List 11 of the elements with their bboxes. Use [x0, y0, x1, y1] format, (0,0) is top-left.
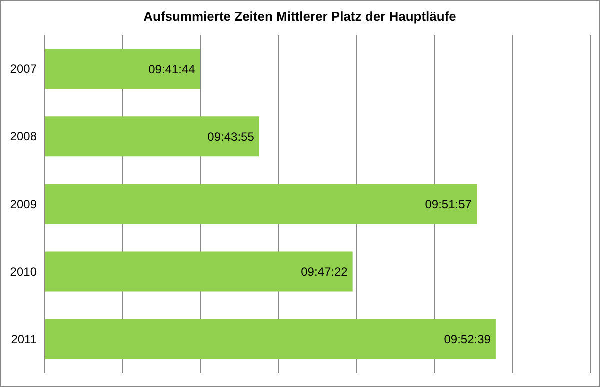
data-label: 09:51:57	[425, 197, 472, 212]
y-tick-label: 2009	[10, 197, 38, 212]
chart-title: Aufsummierte Zeiten Mittlerer Platz der Hauptläufe	[142, 9, 458, 24]
data-label: 09:52:39	[444, 332, 492, 347]
y-tick-label: 2008	[10, 130, 38, 144]
y-tick-label: 2007	[10, 62, 38, 76]
data-label: 09:41:44	[148, 62, 196, 76]
data-label: 09:43:55	[208, 130, 255, 144]
y-tick-label: 2011	[11, 332, 38, 346]
y-tick-label: 2010	[10, 264, 38, 279]
data-label: 09:47:22	[301, 265, 348, 280]
